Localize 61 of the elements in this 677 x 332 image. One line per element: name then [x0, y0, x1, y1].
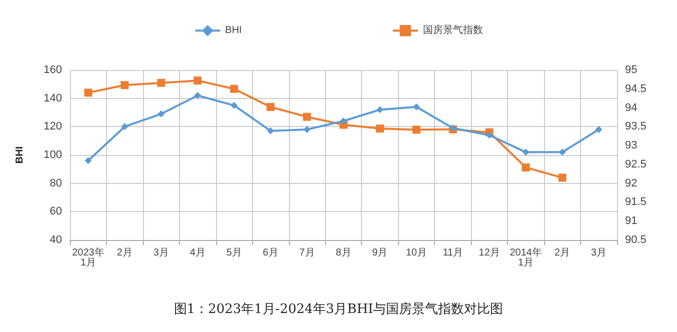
y2-tick-label: 95 — [625, 64, 638, 76]
point — [84, 88, 92, 97]
point — [266, 103, 275, 112]
legend-label: 国房景气指数 — [422, 24, 483, 36]
point — [376, 106, 384, 114]
x-tick-label: 7月 — [299, 248, 315, 258]
y-tick-label: 140 — [44, 92, 62, 104]
point — [522, 148, 530, 156]
x-tick-label: 3月 — [153, 248, 169, 258]
point — [267, 127, 274, 134]
y2-tick-label: 93 — [625, 140, 638, 152]
y-tick-label: 60 — [50, 206, 62, 218]
point — [412, 126, 420, 134]
y2-tick-label: 94 — [625, 102, 638, 114]
y-tick-label: 40 — [50, 234, 62, 246]
point — [376, 124, 384, 133]
x-tick-label: 5月 — [226, 248, 242, 258]
point — [522, 163, 530, 172]
x-tick-label: 10月 — [406, 248, 427, 258]
point — [558, 174, 566, 182]
x-tick-label: 9月 — [372, 248, 388, 258]
point — [412, 103, 420, 110]
point — [158, 110, 165, 118]
y-tick-label: 120 — [44, 120, 62, 133]
x-tick-label: 8月 — [336, 248, 352, 258]
x-tick-label: 2月 — [116, 248, 132, 258]
x-tick-label: 2014年 1月 — [510, 246, 542, 268]
point — [230, 102, 238, 109]
y2-tick-label: 94.5 — [625, 82, 646, 95]
y2-tick-label: 92 — [625, 177, 638, 190]
point — [558, 148, 566, 156]
y2-tick-label: 91.5 — [625, 196, 646, 208]
point — [303, 112, 312, 121]
point — [194, 92, 202, 99]
x-tick-label: 11月 — [442, 248, 464, 258]
point — [230, 84, 238, 93]
x-tick-label: 2023年 1月 — [72, 246, 104, 268]
y-tick-label: 160 — [44, 64, 62, 76]
y-axis-title: BHI — [14, 146, 26, 164]
y2-tick-label: 92.5 — [625, 158, 646, 170]
legend-label: BHI — [225, 25, 242, 36]
point — [486, 132, 493, 139]
caption: 图1：2023年1月-2024年3月BHI与国房景气指数对比图 — [172, 301, 504, 318]
point — [84, 157, 92, 164]
point — [304, 126, 311, 133]
point — [595, 126, 602, 133]
x-tick-label: 2月 — [554, 248, 570, 258]
y2-tick-label: 93.5 — [625, 120, 646, 133]
x-tick-label: 4月 — [190, 248, 206, 258]
point — [157, 78, 166, 87]
x-tick-label: 6月 — [262, 248, 278, 258]
y-tick-label: 100 — [44, 149, 62, 161]
y2-tick-label: 90.5 — [625, 234, 646, 246]
point — [194, 76, 202, 85]
x-tick-label: 3月 — [590, 248, 607, 258]
y-tick-label: 80 — [50, 177, 62, 190]
x-tick-label: 12月 — [478, 248, 500, 258]
point — [121, 123, 128, 130]
point — [340, 118, 347, 124]
y2-tick-label: 91 — [625, 215, 638, 228]
point — [120, 81, 129, 90]
